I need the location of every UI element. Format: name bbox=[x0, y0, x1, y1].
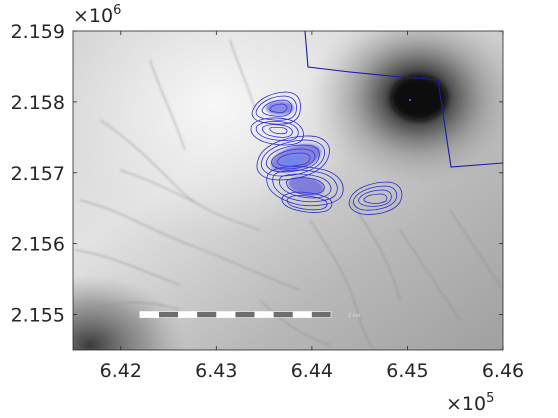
x-axis: 6.42 6.43 6.44 6.45 6.46 bbox=[100, 31, 524, 382]
scale-bar-segment bbox=[235, 311, 255, 318]
x-tick-label: 6.46 bbox=[482, 360, 524, 382]
scale-bar-segment bbox=[178, 311, 198, 318]
x-tick-label: 6.42 bbox=[100, 360, 142, 382]
y-tick-label: 2.156 bbox=[11, 234, 65, 256]
summit-crater bbox=[391, 76, 447, 120]
scale-bar-segment bbox=[216, 311, 236, 318]
scale-bar-segment bbox=[159, 311, 179, 318]
scale-bar-label: 2 km bbox=[348, 313, 361, 319]
scale-bar-segment bbox=[273, 311, 293, 318]
axes-frame bbox=[72, 30, 504, 351]
terrain-drainage bbox=[74, 39, 503, 350]
boundary-line bbox=[304, 31, 503, 168]
scale-bar-segment bbox=[139, 311, 159, 318]
x-tick-label: 6.43 bbox=[195, 360, 237, 382]
vent-marker bbox=[409, 99, 411, 101]
scale-bar-segment bbox=[197, 311, 217, 318]
scale-bar-outline bbox=[139, 311, 332, 318]
y-axis-multiplier: ×106 bbox=[73, 3, 121, 27]
map-area: 2 km bbox=[73, 31, 503, 350]
y-tick-label: 2.159 bbox=[11, 21, 65, 43]
x-axis-multiplier: ×105 bbox=[446, 391, 494, 415]
y-axis: 2.155 2.156 2.157 2.158 2.159 bbox=[11, 21, 503, 327]
y-tick-label: 2.155 bbox=[11, 305, 65, 327]
scale-bar-segment bbox=[311, 311, 331, 318]
x-tick-label: 6.45 bbox=[386, 360, 428, 382]
y-tick-label: 2.158 bbox=[11, 92, 65, 114]
scale-bar-segment bbox=[254, 311, 274, 318]
deposit-core bbox=[282, 155, 302, 167]
scale-bar bbox=[139, 311, 332, 318]
x-tick-label: 6.44 bbox=[291, 360, 333, 382]
scale-bar-segment bbox=[292, 311, 312, 318]
y-tick-label: 2.157 bbox=[11, 163, 65, 185]
